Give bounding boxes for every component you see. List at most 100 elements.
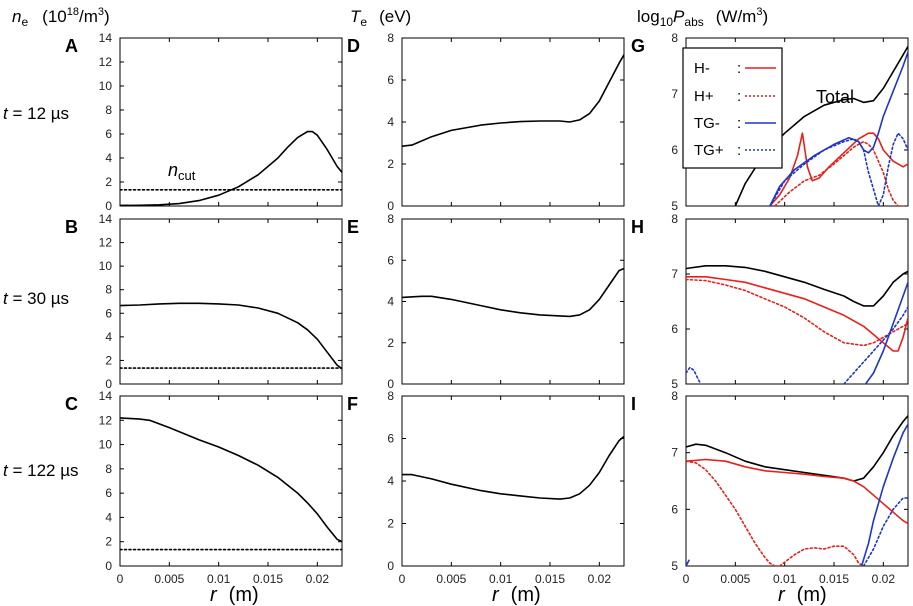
series-line-h-h bbox=[686, 275, 908, 352]
y-tick-label: 8 bbox=[105, 283, 112, 297]
y-tick-label: 2 bbox=[387, 336, 394, 350]
row-label-122us: t = 122 µs bbox=[3, 461, 79, 480]
legend-entry-h-minus: H- : bbox=[694, 60, 776, 77]
y-tick-label: 4 bbox=[387, 295, 394, 309]
y-tick-label: 5 bbox=[671, 199, 678, 213]
y-tick-label: 6 bbox=[671, 143, 678, 157]
series-line-tg-h bbox=[864, 281, 908, 384]
series-line-ne-b bbox=[120, 302, 342, 370]
series-group-f bbox=[402, 435, 624, 500]
series-line-te-e bbox=[402, 267, 624, 318]
col1-header: ne (1018/m3) bbox=[12, 6, 110, 29]
x-tick-label: 0 bbox=[117, 572, 124, 586]
legend-entry-h-plus: H+ : bbox=[694, 88, 776, 105]
x-tick-label: 0.005 bbox=[720, 572, 750, 586]
y-tick-label: 8 bbox=[387, 212, 394, 226]
y-tick-label: 4 bbox=[105, 151, 112, 165]
series-line-tg-g bbox=[769, 132, 908, 206]
series-line-ne-a bbox=[120, 130, 342, 206]
panel-letter-h: H bbox=[631, 217, 644, 237]
panel-letter-a: A bbox=[65, 36, 78, 56]
y-tick-label: 5 bbox=[671, 377, 678, 391]
y-tick-label: 6 bbox=[105, 306, 112, 320]
series-line-h-outer-i bbox=[778, 545, 865, 566]
series-group-b bbox=[120, 302, 342, 370]
y-tick-label: 14 bbox=[99, 389, 113, 403]
legend-label-tg-minus: TG- bbox=[694, 115, 720, 132]
y-tick-label: 8 bbox=[671, 389, 678, 403]
series-line-total-i bbox=[686, 414, 908, 482]
y-tick-label: 12 bbox=[99, 236, 113, 250]
x-axis-label-col3: r (m) bbox=[778, 584, 827, 606]
panel-h: H 5 6 7 8 bbox=[631, 212, 909, 391]
series-line-total-h bbox=[686, 264, 908, 307]
ncut-annotation: ncut bbox=[168, 160, 196, 183]
panel-frame-a bbox=[119, 37, 343, 207]
y-tick-label: 10 bbox=[99, 259, 113, 273]
series-line-te-d bbox=[402, 53, 624, 147]
panel-frame-b bbox=[119, 218, 343, 385]
panel-f: F 0 2 4 6 8 0 0.005 0.01 0.015 0.02 bbox=[347, 389, 625, 586]
x-tick-label: 0.015 bbox=[253, 572, 283, 586]
legend-label-h-plus: H+ bbox=[694, 88, 714, 105]
y-tick-label: 6 bbox=[105, 127, 112, 141]
y-tick-label: 8 bbox=[105, 462, 112, 476]
series-line-tg-i bbox=[860, 423, 908, 566]
panel-letter-g: G bbox=[631, 36, 645, 56]
x-tick-label: 0.015 bbox=[819, 572, 849, 586]
panel-frame-f bbox=[401, 395, 625, 567]
series-group-h bbox=[686, 264, 908, 384]
panel-letter-c: C bbox=[65, 394, 78, 414]
series-line-te-f bbox=[402, 435, 624, 500]
y-tick-label: 6 bbox=[671, 322, 678, 336]
panel-i: I 5 6 7 8 0 0.005 0.01 0.015 0.02 bbox=[631, 389, 909, 586]
y-tick-label: 12 bbox=[99, 55, 113, 69]
panel-letter-f: F bbox=[347, 394, 358, 414]
y-tick-label: 0 bbox=[387, 559, 394, 573]
panel-frame-h bbox=[685, 218, 909, 385]
y-tick-label: 14 bbox=[99, 31, 113, 45]
legend-box bbox=[682, 47, 783, 169]
x-tick-label: 0.015 bbox=[535, 572, 565, 586]
legend-label-tg-plus: TG+ bbox=[694, 142, 724, 159]
y-tick-label: 2 bbox=[105, 175, 112, 189]
legend: H- : H+ : TG- : TG+ : bbox=[682, 47, 783, 169]
y-tick-label: 2 bbox=[105, 535, 112, 549]
y-tick-label: 12 bbox=[99, 413, 113, 427]
series-line-tg-near-axis-i bbox=[686, 559, 690, 566]
y-tick-label: 2 bbox=[105, 353, 112, 367]
x-tick-label: 0.01 bbox=[773, 572, 797, 586]
x-tick-label: 0.005 bbox=[154, 572, 184, 586]
legend-label-h-minus: H- bbox=[694, 60, 710, 77]
series-line-h-g bbox=[773, 140, 904, 206]
series-line-tg-i bbox=[862, 497, 908, 566]
panel-frame-i bbox=[685, 395, 909, 567]
legend-sep-h-plus: : bbox=[737, 88, 741, 105]
series-group-a bbox=[120, 130, 342, 206]
y-tick-label: 2 bbox=[387, 517, 394, 531]
y-tick-label: 8 bbox=[671, 212, 678, 226]
panel-b: B 0 2 4 6 8 10 12 14 bbox=[65, 212, 343, 391]
y-tick-label: 7 bbox=[671, 87, 678, 101]
y-tick-label: 6 bbox=[671, 502, 678, 516]
panel-letter-i: I bbox=[631, 394, 636, 414]
y-tick-label: 0 bbox=[105, 199, 112, 213]
y-tick-label: 4 bbox=[387, 115, 394, 129]
y-tick-label: 10 bbox=[99, 438, 113, 452]
y-tick-label: 6 bbox=[387, 432, 394, 446]
y-tick-label: 7 bbox=[671, 446, 678, 460]
panel-e: E 0 2 4 6 8 bbox=[347, 212, 625, 391]
y-tick-label: 0 bbox=[387, 199, 394, 213]
row-label-12us: t = 12 µs bbox=[3, 104, 69, 123]
y-tick-label: 8 bbox=[387, 31, 394, 45]
panel-a: A 0 2 4 6 8 10 12 14 bbox=[65, 31, 343, 213]
x-tick-label: 0.02 bbox=[588, 572, 612, 586]
row-label-30us: t = 30 µs bbox=[3, 289, 69, 308]
panel-letter-e: E bbox=[347, 217, 359, 237]
legend-entry-tg-minus: TG- : bbox=[694, 115, 776, 132]
y-tick-label: 14 bbox=[99, 212, 113, 226]
x-axis-label-col1: r (m) bbox=[210, 584, 259, 606]
x-tick-label: 0.02 bbox=[306, 572, 330, 586]
legend-sep-h-minus: : bbox=[737, 60, 741, 77]
